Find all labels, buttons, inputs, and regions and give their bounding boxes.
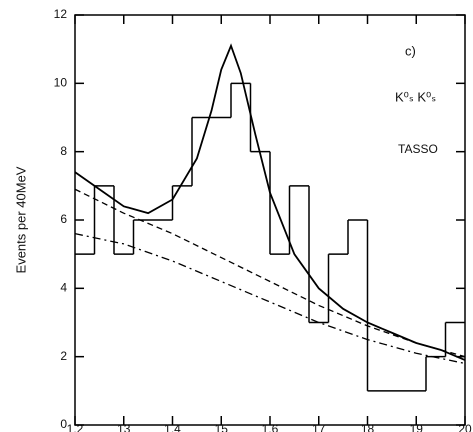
y-tick-label: 8: [60, 144, 67, 158]
fit-curve: [74, 188, 466, 358]
reaction-label: K⁰ₛ K⁰ₛ: [395, 89, 436, 104]
x-tick-label: 1.6: [262, 422, 279, 432]
y-tick-label: 0: [60, 417, 67, 431]
y-tick-label: 10: [54, 76, 68, 90]
y-tick-label: 2: [60, 349, 67, 363]
fit-curve: [74, 43, 466, 361]
y-axis-label: Events per 40MeV: [13, 166, 28, 273]
x-tick-label: 1.2: [67, 422, 84, 432]
fit-curve: [74, 233, 466, 365]
panel-label: c): [405, 43, 416, 58]
x-tick-label: 19: [410, 422, 424, 432]
x-tick-label: 15: [215, 422, 229, 432]
x-tick-label: 20: [458, 422, 472, 432]
experiment-label: TASSO: [398, 142, 438, 156]
x-tick-label: 17: [312, 422, 326, 432]
x-tick-label: 18: [361, 422, 375, 432]
y-tick-label: 6: [60, 212, 67, 226]
y-tick-label: 4: [60, 281, 67, 295]
x-tick-label: 13: [117, 422, 131, 432]
x-tick-label: 1.4: [164, 422, 181, 432]
y-tick-label: 12: [54, 7, 68, 21]
